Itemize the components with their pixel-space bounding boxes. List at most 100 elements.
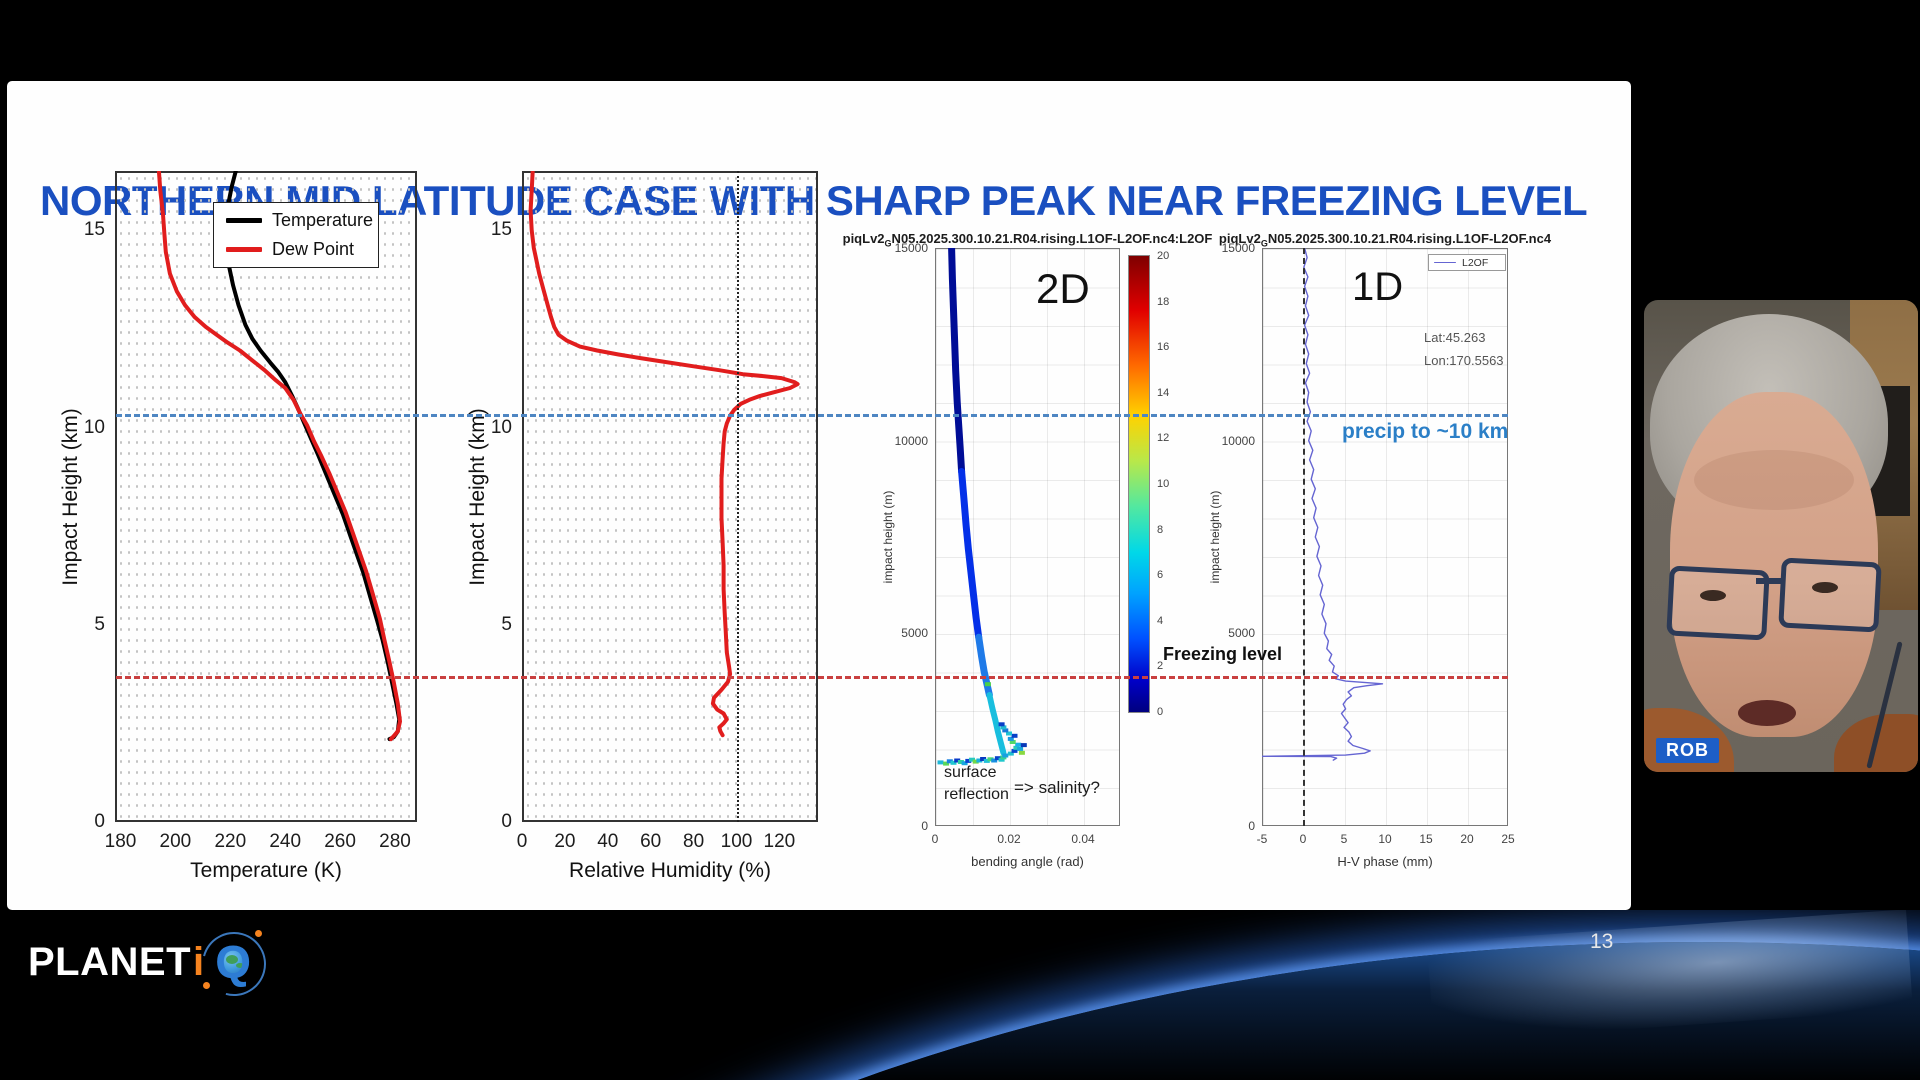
label-2d: 2D bbox=[1036, 265, 1090, 312]
plot-area bbox=[522, 171, 818, 822]
axis-tick-label: 120 bbox=[763, 831, 796, 852]
jet-colorbar: 0 2 4 6 8 10 12 14 16 18 20 bbox=[1128, 250, 1169, 718]
axis-tick-label: 10 bbox=[83, 416, 105, 438]
precip-annotation: precip to ~10 km bbox=[1342, 420, 1509, 443]
axis-tick-label: 60 bbox=[640, 831, 662, 852]
axis-tick-label: 10 bbox=[1378, 832, 1392, 846]
x-axis-label: Relative Humidity (%) bbox=[569, 859, 771, 882]
bottom-banner: PLANET i Q bbox=[0, 910, 1920, 1080]
colorbar-tick-label: 4 bbox=[1157, 614, 1164, 627]
x-axis-label: H-V phase (mm) bbox=[1337, 854, 1433, 869]
freezing-level-annotation: Freezing level bbox=[1163, 644, 1283, 664]
plot-legend: Temperature Dew Point bbox=[213, 202, 379, 268]
colorbar-tick-label: 6 bbox=[1157, 569, 1164, 582]
colorbar-tick-label: 2 bbox=[1157, 660, 1164, 673]
precip-level-dashed-line bbox=[116, 414, 1508, 417]
axis-tick-label: 0.04 bbox=[1071, 832, 1095, 846]
colorbar-tick-label: 20 bbox=[1157, 250, 1170, 262]
latitude-label: Lat:45.263 bbox=[1424, 330, 1486, 345]
axis-tick-label: 5 bbox=[94, 613, 105, 635]
glasses-right-lens bbox=[1778, 557, 1882, 633]
axis-tick-label: 5 bbox=[1340, 832, 1348, 846]
colorbar-tick-label: 10 bbox=[1157, 478, 1170, 490]
legend-label: Temperature bbox=[272, 210, 374, 231]
webcam-video-tile[interactable]: ROB bbox=[1644, 300, 1918, 772]
axis-tick-label: 5 bbox=[501, 613, 512, 635]
plot-legend: L2OF bbox=[1428, 254, 1506, 271]
axis-tick-label: 20 bbox=[1460, 832, 1474, 846]
colorbar-tick-label: 18 bbox=[1157, 295, 1170, 308]
axis-tick-label: 15000 bbox=[1221, 241, 1255, 255]
axis-tick-label: 0 bbox=[1299, 832, 1307, 846]
axis-tick-label: 100 bbox=[720, 831, 753, 852]
bending-angle-band bbox=[937, 248, 1027, 766]
right-eye bbox=[1812, 582, 1838, 593]
salinity-annotation: => salinity? bbox=[1014, 778, 1100, 797]
axis-tick-label: 260 bbox=[324, 831, 356, 852]
x-axis-label: Temperature (K) bbox=[190, 859, 342, 882]
speaker-name-badge: ROB bbox=[1656, 738, 1719, 763]
axis-tick-label: 0 bbox=[1248, 819, 1255, 833]
axis-tick-label: 0 bbox=[516, 831, 528, 852]
globe-icon bbox=[221, 948, 250, 976]
glasses-bridge bbox=[1756, 578, 1784, 584]
axis-tick-label: 280 bbox=[379, 831, 411, 852]
axis-tick-label: 0 bbox=[931, 832, 939, 846]
freezing-level-dashed-line bbox=[116, 676, 1508, 679]
legend-label: L2OF bbox=[1462, 256, 1489, 269]
axis-tick-label: 80 bbox=[683, 831, 705, 852]
glasses-left-lens bbox=[1666, 565, 1770, 641]
logo-q-globe: Q bbox=[190, 920, 278, 1008]
y-axis-label: impact height (m) bbox=[881, 490, 895, 584]
longitude-label: Lon:170.5563 bbox=[1424, 353, 1504, 368]
plot-title: piqLv2GN05.2025.300.10.21.R04.rising.L1O… bbox=[842, 231, 1213, 249]
page-number: 13 bbox=[1590, 930, 1614, 953]
vertical-reference-line bbox=[736, 171, 739, 822]
axis-tick-label: 0 bbox=[501, 811, 512, 832]
legend-entry-dewpoint: Dew Point bbox=[226, 239, 378, 260]
axis-tick-label: 0 bbox=[921, 819, 928, 833]
y-axis-label: Impact Height (km) bbox=[466, 407, 489, 586]
x-axis-label: bending angle (rad) bbox=[971, 854, 1084, 869]
left-eye bbox=[1700, 590, 1726, 601]
axis-tick-label: 10 bbox=[490, 416, 512, 438]
legend-label: Dew Point bbox=[272, 238, 355, 259]
y-axis-label: Impact Height (km) bbox=[59, 407, 82, 586]
speaker-face bbox=[1670, 392, 1878, 737]
logo-text-q: Q bbox=[215, 936, 252, 988]
axis-tick-label: 40 bbox=[597, 831, 619, 852]
axis-tick-label: 15 bbox=[83, 219, 105, 241]
orbit-dot-icon bbox=[203, 982, 211, 989]
axis-tick-label: 200 bbox=[159, 831, 192, 852]
legend-entry-temperature: Temperature bbox=[226, 210, 378, 231]
temperature-dewpoint-plot: Impact Height (km) Temperature (K) 180 20… bbox=[59, 171, 417, 882]
axis-tick-label: 220 bbox=[214, 831, 247, 852]
humidity-curve bbox=[528, 171, 800, 738]
axis-tick-label: 0.02 bbox=[997, 832, 1021, 846]
colorbar-tick-label: 16 bbox=[1157, 341, 1170, 354]
axis-tick-label: 10000 bbox=[894, 433, 928, 448]
axis-tick-label: 0 bbox=[94, 811, 105, 832]
colorbar-tick-label: 14 bbox=[1157, 386, 1170, 399]
hv-phase-curve bbox=[1262, 248, 1384, 761]
axis-tick-label: 25 bbox=[1501, 832, 1515, 846]
orbit-dot-icon bbox=[255, 930, 263, 937]
axis-tick-label: 5000 bbox=[1228, 626, 1255, 641]
axis-tick-label: 5000 bbox=[901, 626, 928, 641]
label-1d: 1D bbox=[1352, 265, 1404, 309]
planetiq-logo: PLANET i Q bbox=[28, 920, 278, 1008]
dewpoint-line-sample bbox=[226, 246, 262, 252]
surface-reflection-annotation: surface bbox=[944, 764, 997, 781]
logo-text-planet: PLANET bbox=[28, 939, 191, 984]
plot-area bbox=[115, 171, 417, 822]
logo-text-i: i bbox=[193, 939, 205, 984]
axis-tick-label: -5 bbox=[1256, 832, 1268, 846]
axis-tick-label: 15000 bbox=[894, 241, 928, 255]
vertical-reference-line bbox=[1303, 248, 1305, 826]
relative-humidity-plot: Impact Height (km) Relative Humidity (%)… bbox=[466, 171, 818, 882]
l2of-line-sample bbox=[1434, 261, 1456, 264]
axis-tick-label: 10000 bbox=[1221, 433, 1255, 448]
temperature-dewpoint-curves bbox=[156, 171, 402, 742]
bending-angle-2d-plot: piqLv2GN05.2025.300.10.21.R04.rising.L1O… bbox=[843, 231, 1213, 869]
surface-reflection-annotation: reflection bbox=[944, 786, 1009, 803]
